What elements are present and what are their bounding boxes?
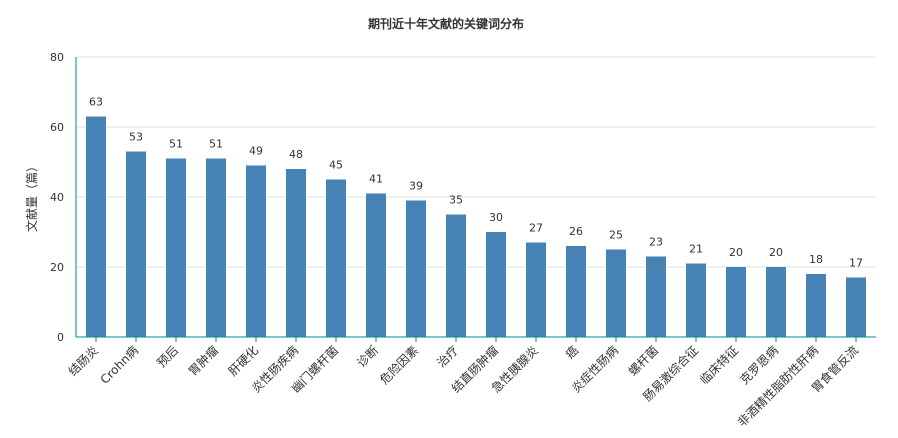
x-tick-label: 治疗 (434, 343, 461, 370)
bar (646, 256, 666, 337)
bar (486, 232, 506, 337)
bars (86, 116, 866, 337)
data-label: 30 (489, 211, 503, 224)
bar (686, 263, 706, 337)
bar (806, 274, 826, 337)
x-tick-label: 临床特征 (697, 343, 742, 388)
bar (606, 249, 626, 337)
x-tick-label: 胃肿瘤 (185, 343, 221, 379)
data-label: 51 (209, 138, 223, 151)
data-label: 53 (129, 131, 143, 144)
data-label: 49 (249, 145, 263, 158)
bar (206, 158, 226, 337)
bar (366, 193, 386, 337)
bar (286, 169, 306, 337)
x-tick-label: 危险因素 (377, 343, 422, 388)
bar (766, 267, 786, 337)
data-label: 25 (609, 229, 623, 242)
bar (166, 158, 186, 337)
y-tick-label: 40 (50, 191, 64, 204)
y-tick-label: 20 (50, 261, 64, 274)
x-tick-label: 诊断 (354, 343, 382, 371)
bar (526, 242, 546, 337)
data-label: 63 (89, 96, 103, 109)
data-label: 35 (449, 194, 463, 207)
bar (86, 116, 106, 337)
x-tick-label: 癌 (562, 343, 581, 362)
y-axis-ticks: 0 20 40 60 80 (50, 51, 64, 344)
data-label: 20 (769, 246, 783, 259)
data-label: 27 (529, 222, 543, 235)
y-tick-label: 80 (50, 51, 64, 64)
data-label: 51 (169, 138, 183, 151)
bar (726, 267, 746, 337)
bar (326, 179, 346, 337)
bar (246, 165, 266, 337)
data-label: 26 (569, 225, 583, 238)
y-tick-label: 60 (50, 121, 64, 134)
data-label: 39 (409, 180, 423, 193)
x-tick-label: 螺杆菌 (626, 343, 661, 378)
x-tick-label: 肝硬化 (226, 343, 261, 378)
data-label: 45 (329, 159, 343, 172)
bar (126, 151, 146, 337)
data-labels: 63 53 51 51 49 48 45 41 39 35 30 27 26 25 23 21 20 20 18 17 (89, 96, 863, 270)
x-tick-label: Crohn病 (97, 343, 141, 387)
bar (406, 200, 426, 337)
data-label: 23 (649, 236, 663, 249)
data-label: 48 (289, 148, 303, 161)
data-label: 41 (369, 173, 383, 186)
chart-title: 期刊近十年文献的关键词分布 (368, 16, 524, 31)
x-tick-label: 结肠炎 (66, 343, 101, 378)
data-label: 21 (689, 243, 703, 256)
bar (846, 277, 866, 337)
data-label: 18 (809, 253, 823, 266)
data-label: 17 (849, 257, 863, 270)
bar (446, 214, 466, 337)
y-tick-label: 0 (57, 331, 64, 344)
bar (566, 246, 586, 337)
x-tick-label: 预后 (154, 343, 181, 370)
grid-lines (76, 56, 876, 268)
data-label: 20 (729, 246, 743, 259)
y-axis-label: 文献量（篇） (24, 160, 39, 232)
